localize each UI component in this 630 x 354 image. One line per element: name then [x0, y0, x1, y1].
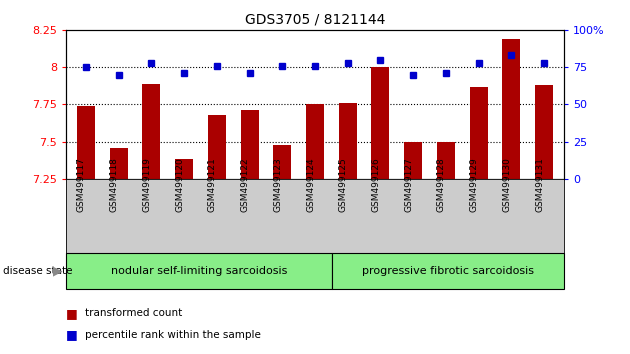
Text: GSM499117: GSM499117 [77, 157, 86, 212]
Text: GSM499120: GSM499120 [175, 157, 184, 212]
Text: GSM499122: GSM499122 [241, 158, 249, 212]
Text: GSM499128: GSM499128 [437, 157, 446, 212]
Text: ■: ■ [66, 328, 78, 341]
Bar [404, 142, 422, 179]
Bar [339, 103, 357, 179]
Text: GSM499121: GSM499121 [208, 157, 217, 212]
Bar [536, 85, 553, 179]
Bar [273, 144, 291, 179]
Text: GSM499119: GSM499119 [142, 157, 151, 212]
Bar [77, 106, 94, 179]
Text: GSM499118: GSM499118 [110, 157, 118, 212]
Text: GSM499127: GSM499127 [404, 157, 413, 212]
Text: progressive fibrotic sarcoidosis: progressive fibrotic sarcoidosis [362, 266, 534, 276]
Text: ■: ■ [66, 307, 78, 320]
Bar [110, 148, 127, 179]
Bar [503, 39, 520, 179]
Text: disease state: disease state [3, 266, 72, 276]
Text: GSM499123: GSM499123 [273, 157, 282, 212]
Bar [437, 142, 455, 179]
Bar [306, 104, 324, 179]
Bar [331, 253, 564, 289]
Text: nodular self-limiting sarcoidosis: nodular self-limiting sarcoidosis [111, 266, 287, 276]
Text: GSM499129: GSM499129 [470, 157, 479, 212]
Bar [470, 87, 488, 179]
Bar [175, 159, 193, 179]
Text: GSM499125: GSM499125 [339, 157, 348, 212]
Text: transformed count: transformed count [85, 308, 182, 318]
Text: GSM499130: GSM499130 [503, 157, 512, 212]
Bar [372, 67, 389, 179]
Text: percentile rank within the sample: percentile rank within the sample [85, 330, 261, 339]
Bar [208, 115, 226, 179]
Text: GSM499126: GSM499126 [372, 157, 381, 212]
Text: GDS3705 / 8121144: GDS3705 / 8121144 [245, 12, 385, 27]
Bar [241, 110, 258, 179]
Text: GSM499124: GSM499124 [306, 158, 315, 212]
Bar [142, 84, 160, 179]
Text: ▶: ▶ [54, 264, 63, 277]
Text: GSM499131: GSM499131 [536, 157, 544, 212]
Bar [66, 253, 331, 289]
